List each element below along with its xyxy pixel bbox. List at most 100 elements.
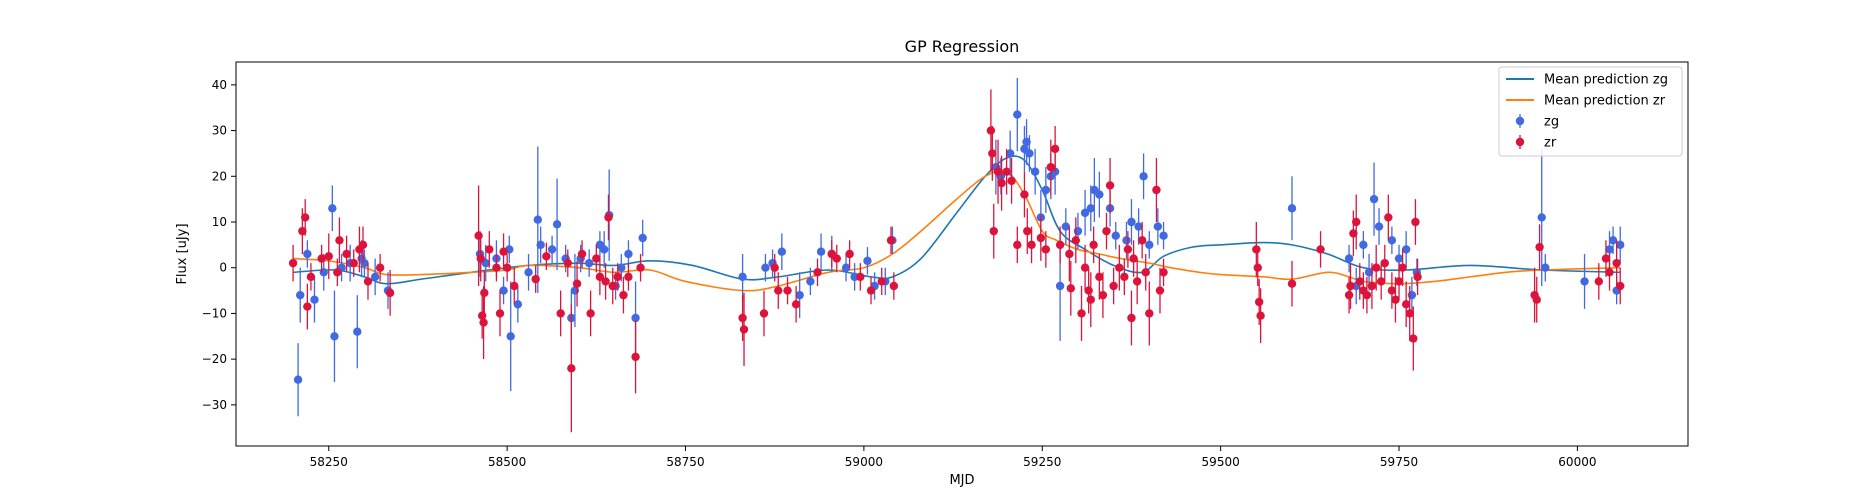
zg-point [506, 332, 515, 341]
zg-point [1145, 240, 1154, 250]
zg-point [293, 375, 303, 384]
legend: Mean prediction zg Mean prediction zr zg zr [1498, 66, 1683, 157]
zr-point [1535, 242, 1544, 252]
zg-point [1080, 208, 1090, 218]
zg-point [738, 272, 747, 282]
zg-point [499, 286, 508, 295]
zg-point [552, 220, 562, 229]
zg-point [863, 256, 872, 266]
zr-point [856, 272, 865, 282]
zg-point [1359, 240, 1368, 250]
zr-point [531, 274, 540, 284]
zr-point [601, 277, 610, 286]
zg-point [1394, 254, 1404, 263]
zr-point [1098, 290, 1108, 300]
y-axis-label: Flux [uJy] [175, 223, 190, 284]
zr-point [1398, 263, 1407, 272]
zr-point [783, 286, 792, 295]
zr-point [363, 277, 373, 286]
zr-point [1346, 281, 1355, 291]
legend-label: Mean prediction zr [1544, 94, 1666, 109]
zr-point [1080, 263, 1090, 272]
zr-point [385, 288, 395, 298]
zr-point [476, 254, 485, 263]
zr-point [288, 258, 298, 268]
zr-point [1089, 240, 1098, 250]
zr-point [1127, 313, 1136, 323]
zg-point [1287, 204, 1297, 213]
zg-point [1153, 222, 1163, 231]
zg-point [1608, 236, 1618, 245]
zr-point [556, 309, 565, 318]
zr-point [845, 249, 854, 259]
zr-point [613, 272, 622, 282]
zr-point [1380, 258, 1389, 268]
mean-line-zr [293, 169, 1621, 292]
zr-point [832, 254, 841, 263]
x-tick-label: 59000 [845, 455, 883, 469]
zr-point [774, 286, 783, 295]
zg-point [513, 300, 523, 309]
x-axis-ticks: 58250 58500 58750 59000 59250 59500 59750 60000 [310, 446, 1596, 469]
x-tick-label: 58500 [488, 455, 526, 469]
zr-point [993, 167, 1003, 176]
zr-point [1020, 190, 1029, 199]
zr-point [1253, 263, 1262, 272]
zg-point [1580, 277, 1589, 286]
zg-point [1605, 245, 1614, 254]
zr-point [1084, 286, 1093, 295]
zg-point [370, 272, 380, 282]
zg-point [524, 268, 533, 277]
zr-point [542, 252, 551, 261]
zg-point [533, 215, 543, 224]
y-tick-label: 40 [212, 78, 227, 92]
zr-point [1120, 272, 1129, 282]
zr-point [1411, 217, 1420, 227]
zg-point [816, 247, 826, 256]
zg-point [1013, 110, 1022, 119]
zg-point [1041, 185, 1051, 195]
zr-point [306, 272, 316, 282]
zr-point [499, 247, 508, 256]
zg-point [1387, 236, 1397, 245]
zr-point [577, 249, 587, 259]
legend-label: zr [1544, 136, 1557, 151]
zg-point [1374, 222, 1384, 231]
zr-point [1287, 279, 1297, 288]
zr-point [1601, 254, 1611, 263]
zr-point [1376, 277, 1386, 286]
x-tick-label: 59500 [1202, 455, 1240, 469]
zg-point [1134, 222, 1143, 231]
zr-point [1254, 297, 1264, 307]
zg-point [1537, 213, 1546, 222]
zr-point [1605, 268, 1614, 277]
zr-point [1391, 295, 1400, 304]
zr-point [988, 149, 997, 158]
zg-point [1344, 254, 1354, 263]
zr-point [1102, 226, 1111, 236]
zr-point [1371, 263, 1381, 272]
zr-point [886, 236, 896, 245]
chart-title: GP Regression [905, 37, 1020, 56]
zg-point [303, 249, 312, 259]
y-tick-label: 20 [212, 169, 227, 183]
zg-point [1139, 172, 1148, 181]
zr-point [1013, 240, 1022, 250]
zg-point [296, 290, 305, 300]
zr-point [510, 281, 519, 291]
zg-point [777, 247, 787, 256]
zr-point [567, 364, 576, 373]
zr-point [1155, 286, 1165, 295]
zg-point [1541, 263, 1550, 272]
zr-point [1141, 268, 1150, 277]
zr-point [1137, 236, 1147, 245]
zr-point [631, 352, 640, 362]
zr-point [317, 254, 326, 263]
zg-point [1364, 268, 1374, 277]
zr-point [1401, 300, 1411, 309]
zg-point [1369, 194, 1379, 204]
zg-point [1022, 137, 1031, 147]
x-tick-label: 59250 [1023, 455, 1061, 469]
zg-point [547, 245, 557, 254]
x-tick-label: 59750 [1380, 455, 1418, 469]
